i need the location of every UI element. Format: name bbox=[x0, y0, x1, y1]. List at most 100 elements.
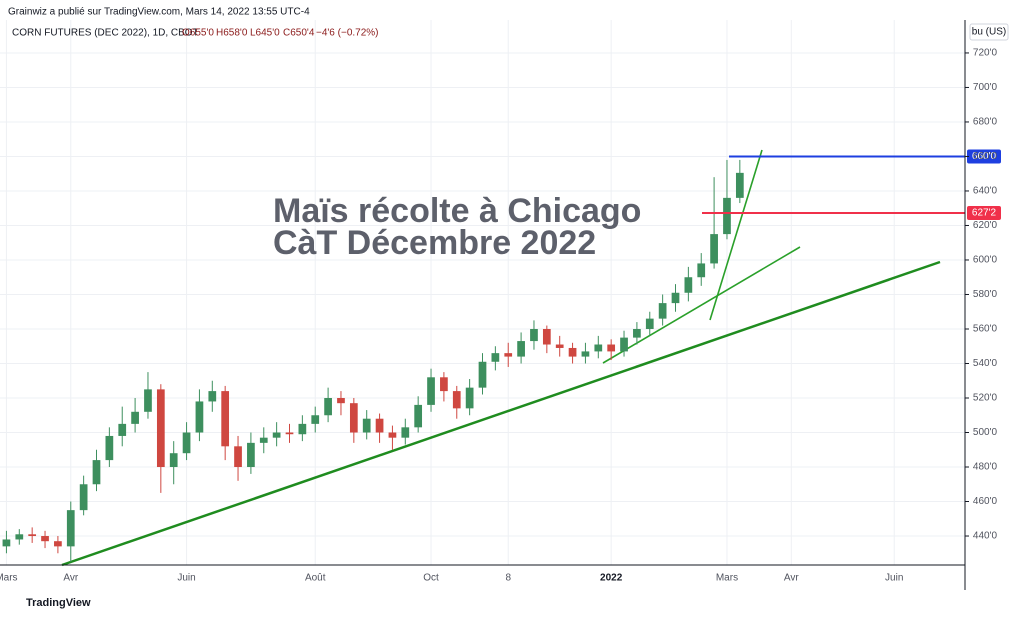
header: Grainwiz a publié sur TradingView.com, M… bbox=[8, 7, 310, 18]
legend-high: H658'0 bbox=[216, 28, 248, 39]
y-tick-label: 660'0 bbox=[973, 151, 998, 162]
candle-body bbox=[169, 453, 178, 468]
y-tick-label: 460'0 bbox=[973, 496, 998, 507]
candle-body bbox=[337, 397, 345, 404]
candle-body bbox=[375, 418, 384, 433]
y-tick-label: 700'0 bbox=[973, 82, 998, 93]
price-label-box bbox=[967, 149, 1001, 164]
plot-area bbox=[0, 20, 965, 565]
candle-body bbox=[92, 460, 101, 485]
x-tick-label: Juin bbox=[885, 573, 903, 584]
x-tick-label: Avr bbox=[784, 573, 799, 584]
legend-close: C650'4 bbox=[283, 28, 315, 39]
candle-body bbox=[491, 353, 500, 362]
candle-body bbox=[555, 344, 564, 348]
candle-body bbox=[530, 328, 538, 342]
trend-line bbox=[709, 149, 763, 321]
legend-low: L645'0 bbox=[250, 28, 280, 39]
candle-body bbox=[118, 423, 127, 436]
candle-body bbox=[581, 351, 590, 357]
candle-body bbox=[440, 377, 448, 392]
candle-body bbox=[542, 328, 551, 345]
candle-body bbox=[478, 361, 487, 388]
candle-body bbox=[723, 197, 731, 235]
candle-body bbox=[156, 389, 165, 468]
unit-box[interactable] bbox=[969, 23, 1009, 41]
y-tick-label: 580'0 bbox=[973, 289, 998, 300]
candle-body bbox=[28, 534, 37, 537]
y-tick-label: 500'0 bbox=[973, 427, 998, 438]
legend-change: −4'6 (−0.72%) bbox=[316, 28, 379, 39]
y-tick-label: 680'0 bbox=[973, 117, 998, 128]
legend-symbol: CORN FUTURES (DEC 2022), 1D, CBOT bbox=[12, 28, 199, 39]
candle-body bbox=[272, 432, 281, 438]
candle-body bbox=[568, 347, 577, 357]
candle-body bbox=[645, 318, 654, 329]
candle-body bbox=[324, 397, 332, 416]
candle-body bbox=[710, 234, 718, 264]
y-tick-label: 620'0 bbox=[973, 220, 998, 231]
candle-body bbox=[41, 536, 49, 542]
candle-body bbox=[66, 510, 75, 547]
candle-body bbox=[208, 391, 217, 402]
price-label-box bbox=[967, 205, 1001, 220]
candle-body bbox=[452, 391, 461, 409]
x-tick-label: 2022 bbox=[600, 573, 623, 584]
trend-line bbox=[602, 246, 801, 364]
x-tick-label: Juin bbox=[177, 573, 195, 584]
candle-body bbox=[671, 292, 680, 304]
candle-body bbox=[427, 377, 435, 405]
y-tick-label: 600'0 bbox=[973, 255, 998, 266]
x-tick-label: Mars bbox=[0, 573, 18, 584]
candle-body bbox=[388, 432, 397, 438]
y-tick-label: 560'0 bbox=[973, 324, 998, 335]
candle-body bbox=[131, 411, 139, 424]
candle-body bbox=[285, 432, 294, 435]
candle-body bbox=[620, 337, 628, 352]
candle-body bbox=[633, 328, 641, 338]
candle-body bbox=[182, 432, 191, 454]
candle-body bbox=[234, 446, 242, 468]
candle-body bbox=[607, 344, 616, 352]
candle-body bbox=[298, 423, 307, 435]
candle-body bbox=[465, 387, 474, 409]
candle-body bbox=[79, 484, 88, 511]
y-tick-label: 720'0 bbox=[973, 48, 998, 59]
candle-body bbox=[54, 541, 62, 547]
candle-body bbox=[195, 401, 204, 433]
candle-body bbox=[684, 277, 693, 293]
candle-body bbox=[15, 534, 24, 540]
y-unit: bu (US) bbox=[972, 27, 1006, 38]
x-tick-label: Avr bbox=[63, 573, 78, 584]
y-tick-label: 540'0 bbox=[973, 358, 998, 369]
candle-body bbox=[349, 403, 358, 433]
candle-body bbox=[144, 389, 152, 412]
y-tick-label: 440'0 bbox=[973, 531, 998, 542]
candle-body bbox=[735, 172, 744, 198]
candle-body bbox=[105, 435, 114, 461]
price-label: 660'0 bbox=[972, 151, 997, 162]
candle-body bbox=[517, 341, 525, 357]
candle-body bbox=[259, 437, 268, 443]
price-label: 627'2 bbox=[972, 208, 997, 219]
x-tick-label: 8 bbox=[505, 573, 511, 584]
candle-body bbox=[2, 539, 11, 547]
annotation: Maïs récolte à Chicago bbox=[273, 192, 641, 230]
candle-body bbox=[362, 418, 371, 433]
candle-body bbox=[247, 442, 255, 468]
candle-body bbox=[504, 353, 513, 357]
candle-body bbox=[311, 415, 320, 424]
y-tick-label: 480'0 bbox=[973, 462, 998, 473]
legend-open: O655'0 bbox=[182, 28, 214, 39]
y-tick-label: 640'0 bbox=[973, 186, 998, 197]
x-tick-label: Août bbox=[305, 573, 326, 584]
candle-body bbox=[658, 303, 667, 319]
candle-body bbox=[414, 404, 423, 428]
candle-body bbox=[697, 263, 706, 278]
trend-line bbox=[61, 260, 941, 567]
y-tick-label: 520'0 bbox=[973, 393, 998, 404]
candle-body bbox=[221, 391, 230, 447]
annotation: CàT Décembre 2022 bbox=[273, 224, 596, 262]
